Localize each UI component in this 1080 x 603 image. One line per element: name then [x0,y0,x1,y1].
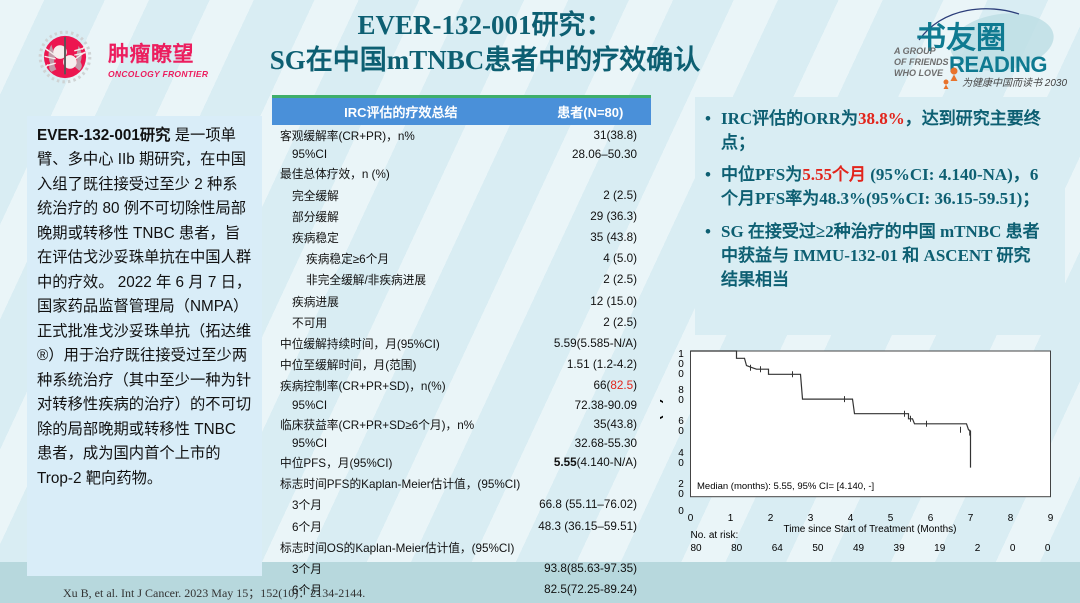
svg-text:READING: READING [949,52,1047,77]
svg-text:0: 0 [678,458,684,469]
svg-text:6: 6 [928,513,934,524]
svg-text:WHO LOVE: WHO LOVE [894,68,944,78]
svg-text:5: 5 [888,513,894,524]
svg-text:8: 8 [1008,513,1014,524]
svg-text:0: 0 [678,426,684,437]
svg-text:Median (months): 5.55, 95% CI=: Median (months): 5.55, 95% CI= [4.140, -… [697,481,874,492]
svg-text:9: 9 [1048,513,1054,524]
svg-text:A GROUP: A GROUP [893,46,937,56]
svg-text:为健康中国而读书 2030: 为健康中国而读书 2030 [962,77,1067,89]
svg-text:OF FRIENDS: OF FRIENDS [894,57,949,67]
svg-text:PFS(%): PFS(%) [660,399,663,448]
svg-text:1: 1 [728,513,734,524]
svg-text:0: 0 [678,395,684,406]
svg-text:0: 0 [688,513,694,524]
svg-text:0: 0 [678,489,684,500]
svg-text:7: 7 [968,513,974,524]
svg-text:0: 0 [678,369,684,380]
svg-text:3: 3 [808,513,814,524]
svg-text:0: 0 [678,506,684,517]
svg-text:4: 4 [848,513,854,524]
svg-text:2: 2 [768,513,774,524]
